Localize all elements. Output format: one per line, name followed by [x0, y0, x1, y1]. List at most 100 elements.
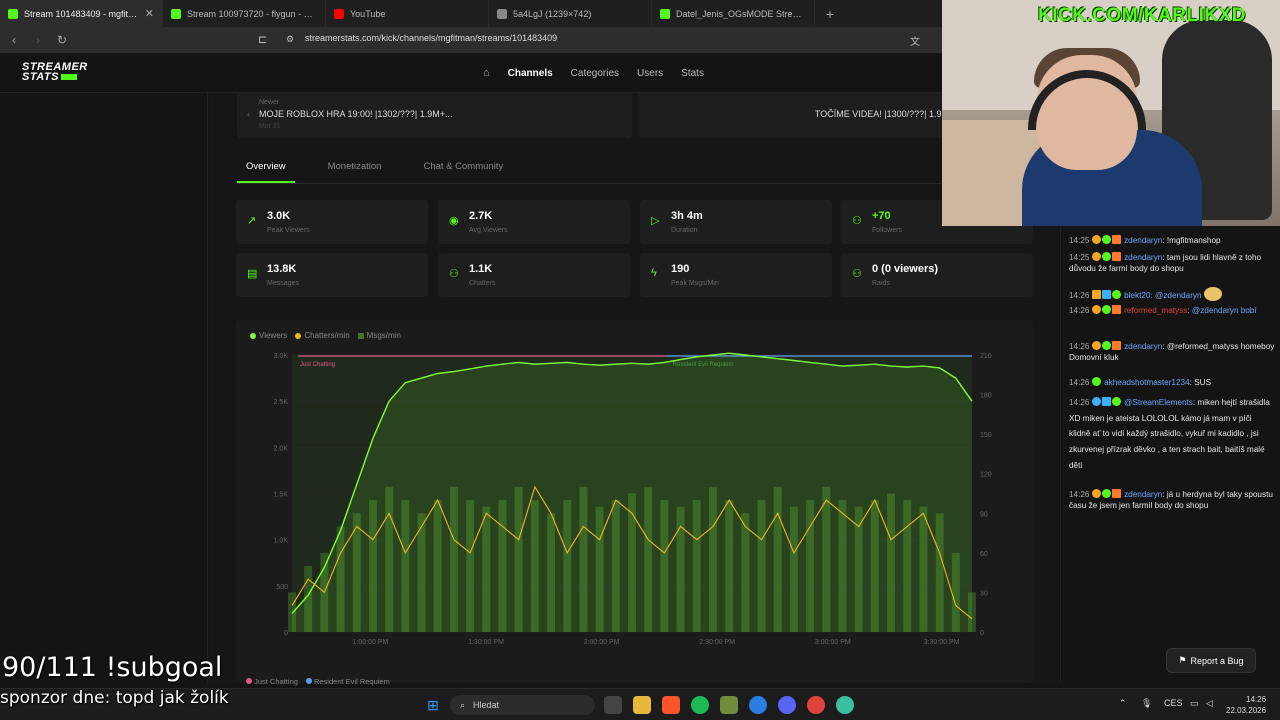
y-left-tick-label: 3.0K	[274, 353, 289, 360]
stat-raids: ⚇ 0 (0 viewers) Raids	[841, 253, 1033, 297]
tab-overview[interactable]: Overview	[237, 160, 295, 183]
newer-label: Newer	[259, 99, 280, 106]
x-tick-label: 1:00:00 PM	[352, 639, 388, 646]
minecraft-icon[interactable]	[720, 696, 738, 714]
close-tab-icon[interactable]: ✕	[144, 8, 154, 20]
stat-label: Duration	[671, 227, 698, 234]
subgoal-overlay: 90/111 !subgoal	[2, 652, 223, 683]
y-left-tick-label: 0	[284, 630, 288, 637]
clock-time: 14:26	[1246, 695, 1267, 704]
site-nav: ⌂ Channels Categories Users Stats	[483, 67, 704, 79]
new-tab-button[interactable]: +	[825, 5, 835, 22]
msgs-bar	[288, 592, 296, 632]
chart-plot: 0 500 1.0K 1.5K 2.0K 2.5K 3.0K 0 30 60 90 120 150 180…	[274, 352, 992, 646]
forward-icon[interactable]: ›	[36, 33, 40, 47]
browser-tab[interactable]: YouTube	[326, 0, 489, 27]
volume-icon[interactable]: ◁	[1206, 698, 1213, 708]
discord-icon[interactable]	[778, 696, 796, 714]
msgs-bar	[789, 506, 798, 632]
app-icon[interactable]	[836, 696, 854, 714]
msgs-bar	[644, 486, 653, 632]
sponsor-overlay: sponzor dne: topd jak žolík	[0, 688, 229, 708]
msgs-bar	[708, 486, 717, 632]
msgs-bar	[482, 506, 491, 632]
newer-stream-date: Mar 21	[259, 123, 281, 130]
stat-value: 190	[671, 263, 690, 275]
nav-channels[interactable]: Channels	[507, 67, 553, 79]
windows-start-icon[interactable]: ⊞	[427, 696, 439, 713]
webcam-overlay	[942, 0, 1280, 226]
tab-title: Stream 101483409 - mgfitman -	[24, 8, 139, 19]
stat-label: Peak Viewers	[267, 227, 310, 234]
chevron-up-icon[interactable]: ⌃	[1119, 698, 1127, 708]
legend-msgs[interactable]: Msgs/min	[357, 331, 401, 340]
kick-favicon-icon	[660, 8, 670, 19]
msgs-bar	[530, 500, 539, 632]
user-plus-icon: ⚇	[852, 215, 862, 227]
taskbar-clock[interactable]: 14:26 22.03.2026	[1226, 694, 1266, 716]
newer-stream-card[interactable]: ‹ Newer MOJE ROBLOX HRA 19:00! |1302/???…	[237, 93, 632, 138]
msgs-bar	[741, 513, 750, 632]
msgs-bar	[676, 506, 685, 632]
stat-value: 3.0K	[267, 210, 291, 222]
brave-browser-icon[interactable]	[662, 696, 680, 714]
x-tick-label: 3:30:00 PM	[924, 639, 960, 646]
reload-icon[interactable]: ↻	[56, 33, 68, 47]
chat-message: 14:26 zdendaryn: @reformed_matyss homebo…	[1069, 341, 1275, 362]
stat-messages: ▤ 13.8K Messages	[236, 253, 428, 297]
taskbar-search[interactable]: ⌕ Hledat	[450, 695, 595, 715]
image-favicon-icon	[497, 8, 507, 19]
main-content: ‹ Newer MOJE ROBLOX HRA 19:00! |1302/???…	[209, 93, 1059, 686]
msgs-bar	[304, 566, 313, 632]
stream-tabs: Overview Monetization Chat & Community	[237, 160, 1037, 184]
y-right-tick-label: 180	[980, 393, 992, 400]
stream-chart: Viewers Chatters/min Msgs/min 0 500 1.0K 1.…	[236, 320, 1033, 686]
browser-tab[interactable]: Stream 100973720 - flygun - Kick | St	[163, 0, 326, 27]
y-right-tick-label: 210	[980, 353, 992, 360]
site-logo[interactable]: STREAMER STATS	[22, 61, 88, 83]
report-bug-button[interactable]: ⚑ Report a Bug	[1166, 648, 1256, 673]
language-indicator[interactable]: CES	[1164, 698, 1183, 708]
site-info-icon[interactable]: ⚙	[286, 34, 295, 44]
older-stream-card[interactable]: TOČÍME VIDEA! |1300/???| 1.9M	[639, 93, 949, 138]
chart-legend: Viewers Chatters/min Msgs/min	[250, 331, 401, 340]
msgs-bar	[433, 500, 442, 632]
microphone-icon[interactable]: 🎙	[1141, 698, 1153, 708]
y-right-tick-label: 30	[980, 590, 988, 597]
stat-value: +70	[872, 210, 891, 222]
browser-tab[interactable]: 5a4LgJ (1239×742)	[489, 0, 652, 27]
msgs-bar	[401, 500, 410, 632]
task-view-icon[interactable]	[604, 696, 622, 714]
msgs-bar	[547, 513, 556, 632]
spotify-icon[interactable]	[691, 696, 709, 714]
home-icon[interactable]: ⌂	[483, 67, 490, 79]
stat-peak-viewers: ↗ 3.0K Peak Viewers	[236, 200, 428, 244]
y-right-tick-label: 120	[980, 472, 992, 479]
tab-monetization[interactable]: Monetization	[327, 161, 382, 172]
file-explorer-icon[interactable]	[633, 696, 651, 714]
msgs-bar	[951, 552, 960, 632]
legend-viewers[interactable]: Viewers	[250, 331, 287, 340]
url-field[interactable]: streamerstats.com/kick/channels/mgfitman…	[305, 33, 558, 43]
legend-chatters[interactable]: Chatters/min	[295, 331, 350, 340]
nav-stats[interactable]: Stats	[681, 67, 704, 79]
msgs-bar	[449, 486, 458, 632]
bookmark-icon[interactable]: ⊏	[258, 34, 268, 46]
msgs-bar	[466, 500, 475, 632]
browser-tab[interactable]: Datel_Jenis_OGsMODE Stream - Wat	[652, 0, 815, 27]
browser-tab[interactable]: Stream 101483409 - mgfitman - ✕	[0, 0, 163, 27]
msgs-bar	[822, 486, 831, 632]
network-icon[interactable]: ▭	[1190, 698, 1199, 708]
tab-chat-community[interactable]: Chat & Community	[423, 161, 504, 172]
translate-icon[interactable]: 文	[910, 37, 920, 48]
stat-chatters: ⚇ 1.1K Chatters	[438, 253, 630, 297]
nav-users[interactable]: Users	[637, 67, 664, 79]
nav-categories[interactable]: Categories	[570, 67, 620, 79]
stat-label: Avg Viewers	[469, 227, 508, 234]
back-icon[interactable]: ‹	[12, 33, 16, 47]
logo-line1: STREAMER	[22, 61, 88, 73]
y-left-tick-label: 500	[276, 584, 288, 591]
app-icon[interactable]	[807, 696, 825, 714]
app-icon[interactable]	[749, 696, 767, 714]
stat-value: 3h 4m	[671, 210, 703, 222]
